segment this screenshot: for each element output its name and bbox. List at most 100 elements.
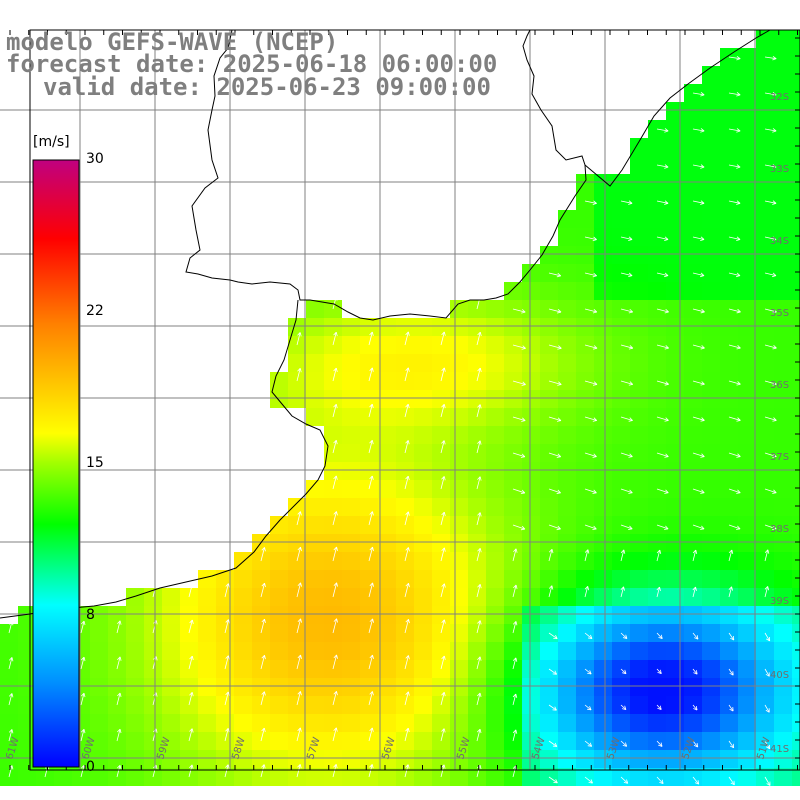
wind-cell — [792, 408, 800, 426]
wind-cell — [342, 606, 360, 624]
wind-cell — [162, 732, 180, 750]
wind-cell — [774, 210, 792, 228]
wind-cell — [234, 696, 252, 714]
wind-cell — [342, 714, 360, 732]
wind-cell — [702, 300, 720, 318]
wind-cell — [414, 462, 432, 480]
wind-arrow — [332, 727, 338, 742]
wind-cell — [432, 642, 450, 660]
wind-cell — [450, 660, 468, 678]
wind-cell — [612, 570, 630, 588]
wind-arrow — [548, 524, 561, 531]
wind-cell — [288, 678, 306, 696]
wind-cell — [486, 750, 504, 768]
wind-cell — [774, 606, 792, 624]
wind-cell — [702, 354, 720, 372]
wind-arrow — [728, 586, 733, 598]
wind-arrow — [656, 200, 669, 205]
wind-cell — [720, 318, 738, 336]
wind-cell — [522, 336, 540, 354]
wind-cell — [414, 750, 432, 768]
wind-cell — [738, 156, 756, 174]
wind-cell — [594, 246, 612, 264]
wind-cell — [414, 642, 432, 660]
wind-cell — [738, 408, 756, 426]
wind-cell — [342, 462, 360, 480]
wind-cell — [666, 696, 684, 714]
wind-arrow — [224, 619, 230, 634]
wind-cell — [396, 390, 414, 408]
wind-cell — [792, 156, 800, 174]
wind-cell — [666, 642, 684, 660]
wind-cell — [648, 642, 666, 660]
wind-cell — [576, 210, 594, 228]
wind-cell — [576, 282, 594, 300]
wind-arrow — [224, 728, 230, 742]
wind-arrow — [512, 452, 526, 458]
wind-arrow — [620, 200, 633, 205]
wind-cell — [594, 624, 612, 642]
wind-arrow — [512, 524, 526, 531]
wind-cell — [144, 606, 162, 624]
wind-cell — [738, 426, 756, 444]
wind-cell — [324, 318, 342, 336]
wind-arrow — [728, 308, 741, 314]
lat-lon-grid — [0, 30, 800, 770]
wind-arrow — [620, 272, 633, 278]
wind-arrow — [332, 618, 339, 634]
wind-cell — [666, 714, 684, 732]
wind-cell — [522, 606, 540, 624]
wind-arrow — [368, 764, 374, 778]
wind-cell — [90, 696, 108, 714]
wind-cell — [774, 570, 792, 588]
wind-cell — [234, 750, 252, 768]
wind-cell — [378, 624, 396, 642]
coastline-east — [584, 29, 771, 187]
wind-arrow — [332, 582, 339, 598]
wind-cell — [666, 138, 684, 156]
wind-cell — [630, 246, 648, 264]
wind-cell — [792, 588, 800, 606]
wind-cell — [108, 606, 126, 624]
wind-cell — [306, 642, 324, 660]
wind-arrow — [80, 656, 86, 670]
wind-cell — [666, 390, 684, 408]
wind-cell — [648, 210, 666, 228]
wind-arrow — [764, 128, 777, 133]
wind-cell — [702, 696, 720, 714]
wind-cell — [720, 714, 738, 732]
wind-arrow — [8, 729, 14, 742]
wind-cell — [486, 588, 504, 606]
wind-cell — [774, 30, 792, 48]
wind-arrow — [440, 619, 446, 634]
wind-cell — [144, 714, 162, 732]
wind-cell — [756, 174, 774, 192]
wind-cell — [774, 84, 792, 102]
wind-cell — [774, 642, 792, 660]
wind-cell — [684, 534, 702, 552]
wind-cell — [306, 750, 324, 768]
wind-cell — [612, 678, 630, 696]
wind-cell — [648, 390, 666, 408]
wind-cell — [558, 462, 576, 480]
wind-cell — [684, 678, 702, 696]
wind-cell — [288, 390, 306, 408]
wind-cell — [126, 678, 144, 696]
wind-arrow — [764, 632, 771, 642]
wind-arrow — [584, 524, 597, 531]
wind-cell — [666, 588, 684, 606]
wind-cell — [558, 768, 576, 786]
wind-cell — [738, 228, 756, 246]
wind-arrow — [620, 704, 627, 710]
wind-arrow — [656, 452, 669, 458]
wind-cell — [468, 534, 486, 552]
wind-cell — [576, 606, 594, 624]
wind-cell — [684, 462, 702, 480]
wind-cell — [360, 570, 378, 588]
wind-arrow — [728, 344, 741, 350]
wind-cell — [360, 714, 378, 732]
wind-cell — [666, 282, 684, 300]
wind-cell — [792, 228, 800, 246]
wind-cell — [270, 372, 288, 390]
wind-arrow — [728, 524, 741, 530]
